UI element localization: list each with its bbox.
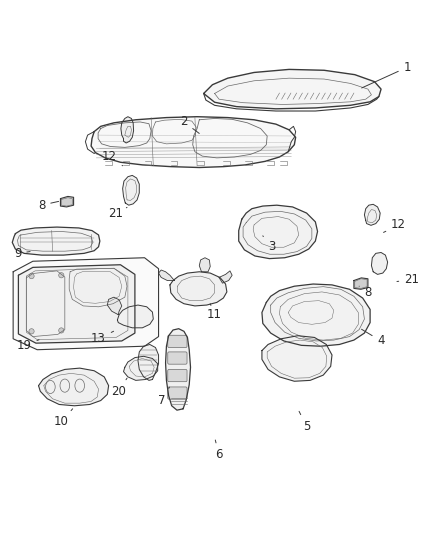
- Polygon shape: [199, 258, 210, 272]
- Text: 8: 8: [359, 286, 371, 300]
- Polygon shape: [138, 344, 159, 381]
- Polygon shape: [107, 297, 122, 314]
- Text: 10: 10: [54, 409, 73, 429]
- Polygon shape: [124, 356, 158, 381]
- FancyBboxPatch shape: [168, 387, 187, 399]
- Polygon shape: [13, 258, 159, 350]
- Polygon shape: [262, 336, 332, 381]
- Circle shape: [59, 328, 64, 333]
- Polygon shape: [371, 253, 388, 274]
- Polygon shape: [12, 227, 100, 255]
- Polygon shape: [18, 265, 135, 343]
- Polygon shape: [121, 117, 134, 143]
- Text: 12: 12: [102, 150, 123, 166]
- Polygon shape: [364, 204, 380, 225]
- Text: 12: 12: [384, 219, 406, 232]
- Polygon shape: [204, 69, 381, 109]
- Polygon shape: [39, 368, 109, 406]
- Polygon shape: [262, 284, 370, 346]
- Text: 2: 2: [180, 116, 199, 133]
- Text: 19: 19: [17, 339, 39, 352]
- Text: 1: 1: [362, 61, 411, 88]
- Polygon shape: [219, 271, 232, 283]
- Text: 13: 13: [91, 331, 113, 345]
- Text: 4: 4: [361, 329, 385, 348]
- FancyBboxPatch shape: [168, 369, 187, 382]
- Circle shape: [59, 273, 64, 278]
- Text: 21: 21: [109, 207, 127, 221]
- Polygon shape: [170, 272, 227, 306]
- Text: 9: 9: [14, 247, 30, 260]
- Polygon shape: [117, 305, 153, 328]
- Text: 20: 20: [111, 378, 127, 398]
- Polygon shape: [60, 197, 74, 207]
- Text: 6: 6: [215, 440, 223, 462]
- Polygon shape: [123, 175, 139, 205]
- Text: 8: 8: [38, 199, 59, 212]
- Text: 11: 11: [207, 304, 222, 321]
- FancyBboxPatch shape: [168, 352, 187, 364]
- Polygon shape: [166, 329, 191, 410]
- Polygon shape: [91, 117, 296, 167]
- Polygon shape: [239, 205, 318, 259]
- FancyBboxPatch shape: [168, 335, 187, 348]
- Text: 7: 7: [158, 387, 170, 407]
- Text: 5: 5: [299, 411, 310, 433]
- Circle shape: [29, 273, 34, 279]
- Text: 3: 3: [263, 236, 275, 253]
- Text: 21: 21: [397, 273, 419, 286]
- Polygon shape: [159, 270, 174, 280]
- Polygon shape: [354, 278, 368, 289]
- Circle shape: [29, 329, 34, 334]
